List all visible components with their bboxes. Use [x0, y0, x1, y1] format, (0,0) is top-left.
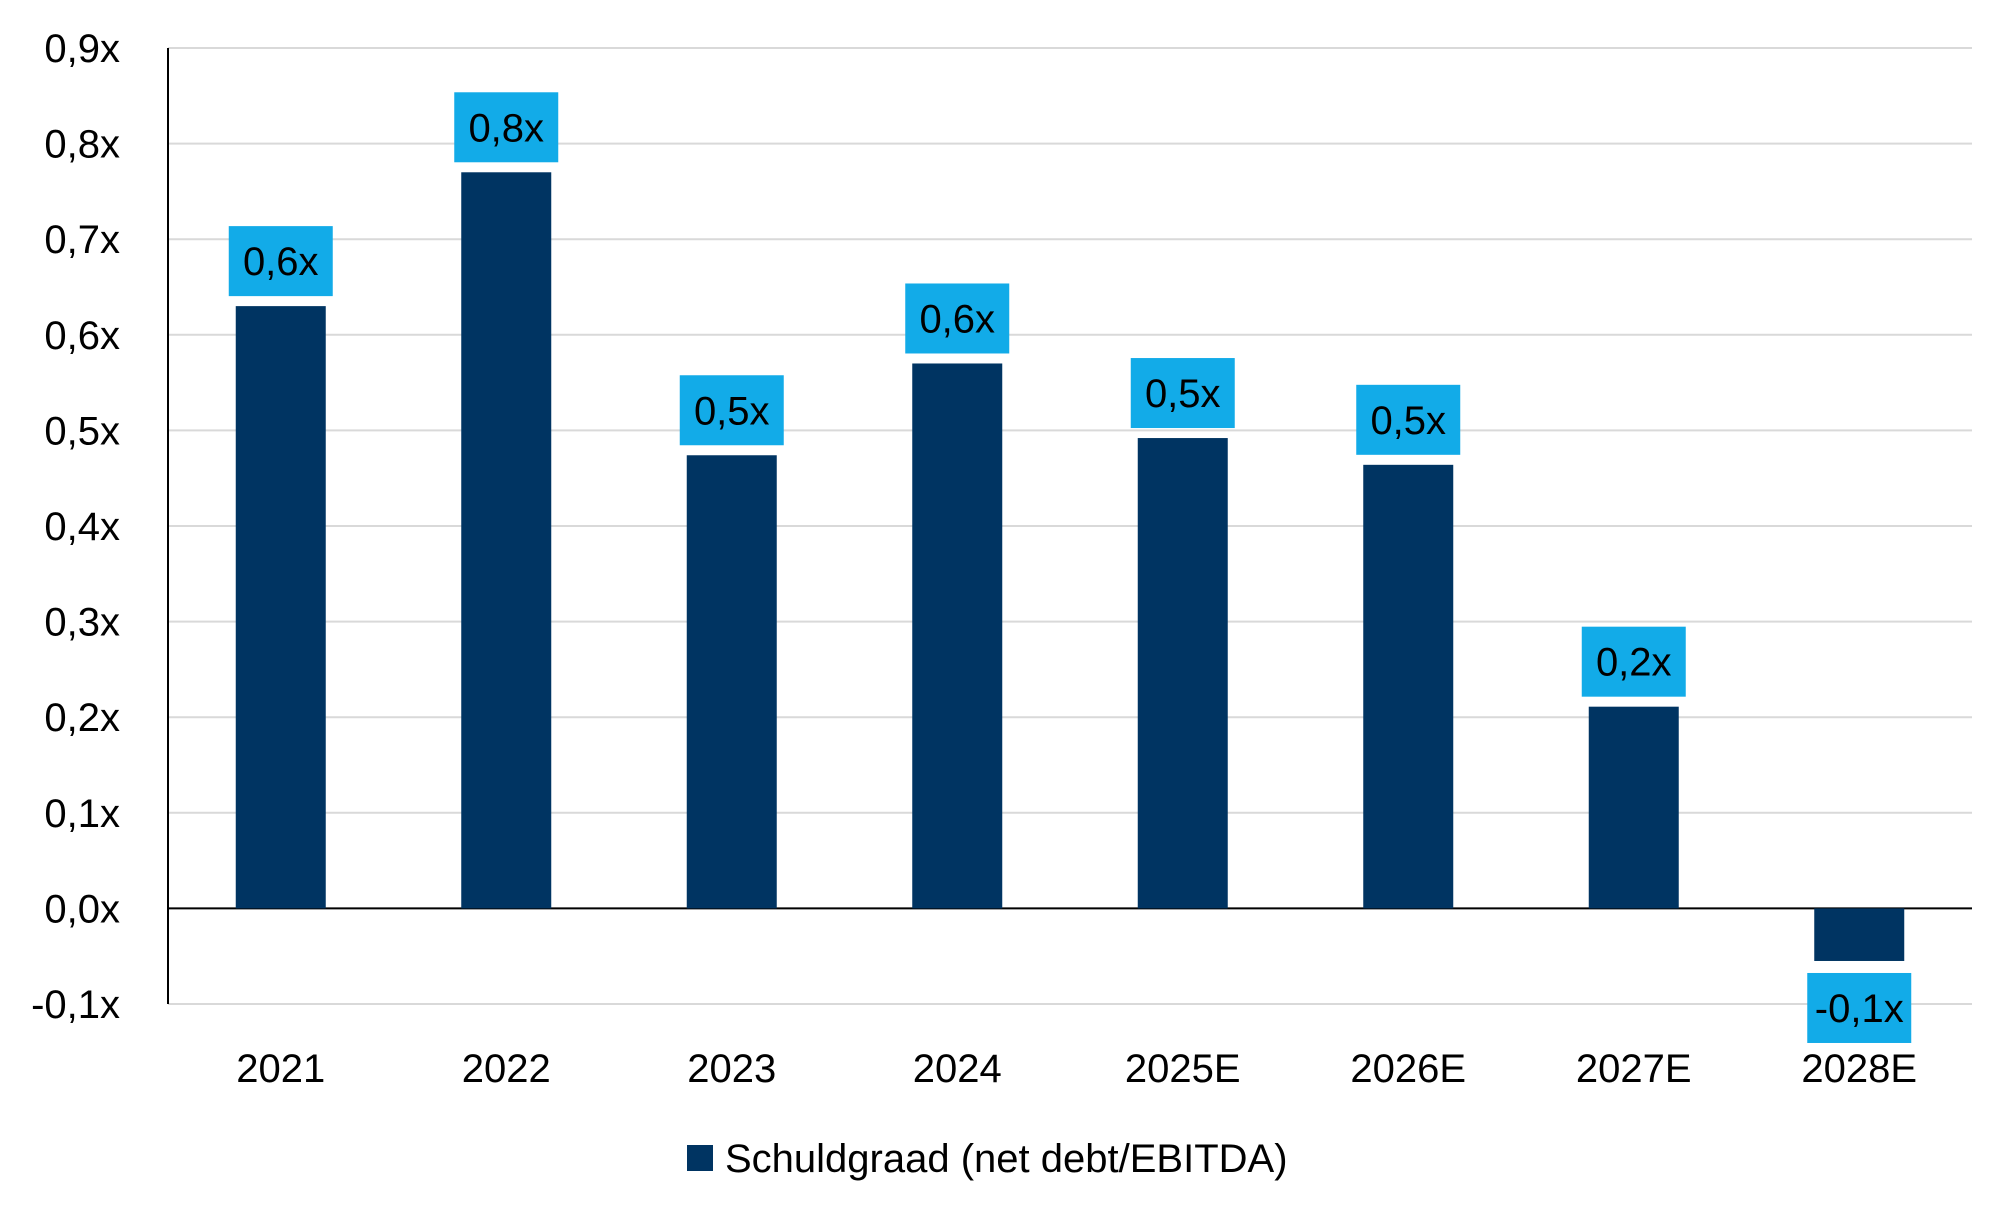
- data-label-box: [1581, 626, 1686, 697]
- legend: Schuldgraad (net debt/EBITDA): [687, 1137, 1288, 1181]
- y-tick-label: 0,8x: [44, 123, 120, 167]
- data-label: -0,1x: [1807, 972, 1912, 1043]
- legend-label: Schuldgraad (net debt/EBITDA): [725, 1137, 1288, 1181]
- bar: [1137, 438, 1228, 909]
- data-label-box: [679, 375, 784, 446]
- data-label-text: -0,1x: [1815, 987, 1904, 1031]
- y-tick-label: 0,6x: [44, 314, 120, 358]
- data-label-box: [1130, 358, 1235, 429]
- x-tick-label: 2028E: [1801, 1047, 1917, 1091]
- data-label-box: [1807, 972, 1912, 1043]
- x-tick-label: 2026E: [1350, 1047, 1466, 1091]
- data-label: 0,5x: [679, 375, 784, 446]
- x-tick-label: 2021: [236, 1047, 325, 1091]
- data-label: 0,5x: [1130, 358, 1235, 429]
- y-tick-label: 0,7x: [44, 218, 120, 262]
- data-label-text: 0,6x: [243, 240, 319, 284]
- data-label: 0,6x: [228, 226, 333, 297]
- data-label: 0,2x: [1581, 626, 1686, 697]
- data-label-text: 0,8x: [468, 106, 544, 150]
- data-label-text: 0,2x: [1596, 641, 1672, 685]
- data-label: 0,8x: [454, 92, 559, 163]
- y-tick-label: 0,2x: [44, 696, 120, 740]
- y-tick-label: -0,1x: [31, 983, 120, 1027]
- y-tick-label: 0,9x: [44, 27, 120, 71]
- bar: [235, 306, 326, 909]
- data-label-text: 0,5x: [694, 389, 770, 433]
- y-tick-label: 0,4x: [44, 505, 120, 549]
- bar: [1814, 908, 1905, 961]
- y-tick-label: 0,5x: [44, 409, 120, 453]
- data-labels: 0,6x 0,8x 0,5x 0,6x 0,5x 0,5x 0,2x -0,1x: [228, 92, 1912, 1043]
- bar: [1588, 706, 1679, 909]
- data-label-box: [1356, 384, 1461, 455]
- data-label-text: 0,5x: [1370, 399, 1446, 443]
- bar: [1363, 464, 1454, 909]
- bar: [686, 455, 777, 909]
- data-label-text: 0,5x: [1145, 372, 1221, 416]
- x-tick-label: 2023: [687, 1047, 776, 1091]
- x-tick-label: 2022: [462, 1047, 551, 1091]
- x-tick-label: 2027E: [1576, 1047, 1692, 1091]
- y-tick-label: 0,1x: [44, 792, 120, 836]
- data-label: 0,6x: [905, 283, 1010, 354]
- y-tick-label: 0,0x: [44, 887, 120, 931]
- data-label-box: [454, 92, 559, 163]
- gridlines: [168, 47, 1972, 1005]
- data-label-box: [905, 283, 1010, 354]
- bars: [235, 172, 1905, 961]
- x-tick-label: 2025E: [1125, 1047, 1241, 1091]
- y-tick-label: 0,3x: [44, 601, 120, 645]
- data-label-text: 0,6x: [919, 297, 995, 341]
- x-tick-label: 2024: [913, 1047, 1002, 1091]
- data-label-box: [228, 226, 333, 297]
- tick-labels: -0,1x 0,0x 0,1x 0,2x 0,3x 0,4x 0,5x 0,6x 0,7x 0,8…: [31, 27, 1917, 1091]
- legend-swatch: [687, 1145, 713, 1171]
- bar: [912, 363, 1003, 909]
- bar: [461, 172, 552, 909]
- data-label: 0,5x: [1356, 384, 1461, 455]
